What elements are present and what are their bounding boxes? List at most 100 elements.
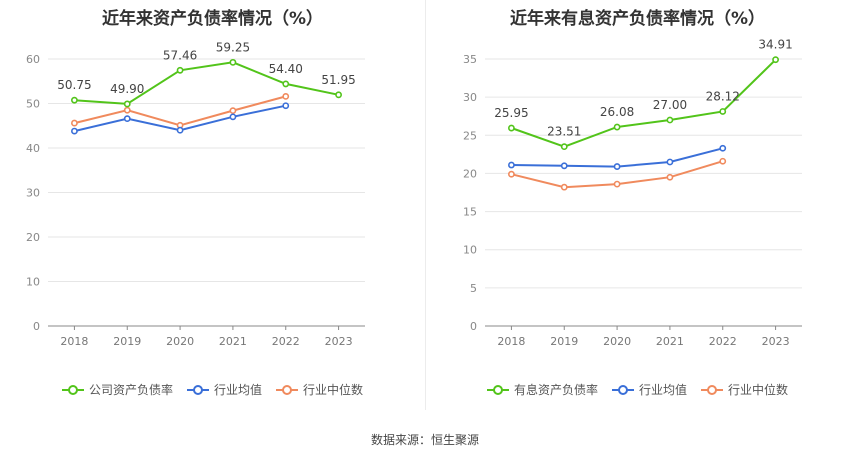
legend-marker-icon [486, 384, 509, 396]
x-tick-label: 2018 [497, 335, 525, 348]
x-tick-label: 2020 [166, 335, 194, 348]
y-tick-label: 25 [463, 129, 477, 142]
data-point[interactable] [666, 116, 674, 124]
y-tick-label: 5 [470, 282, 477, 295]
y-tick-label: 60 [26, 53, 40, 66]
legend-label: 行业均值 [213, 383, 262, 397]
data-point[interactable] [229, 107, 237, 115]
data-point[interactable] [176, 66, 184, 74]
data-point[interactable] [282, 102, 290, 110]
data-point[interactable] [719, 108, 727, 115]
x-tick-label: 2023 [762, 335, 790, 348]
y-tick-label: 40 [26, 142, 40, 155]
legend-label: 有息资产负债率 [513, 383, 598, 397]
data-point[interactable] [229, 58, 237, 66]
data-label: 26.08 [600, 105, 634, 119]
y-tick-label: 50 [26, 98, 40, 111]
data-label: 51.95 [321, 73, 355, 87]
data-label: 28.12 [706, 89, 740, 103]
legend-marker-icon [61, 384, 84, 396]
chart-title-debt-ratio: 近年来资产负债率情况（%） [101, 9, 324, 29]
chart-panel-debt-ratio: 近年来资产负债率情况（%） 0 10 20 30 40 50 60 2018 2019 2020 2… [0, 0, 425, 410]
legend-item[interactable]: 公司资产负债率 [61, 381, 173, 398]
data-point[interactable] [666, 158, 674, 166]
data-point[interactable] [613, 180, 621, 188]
y-tick-label: 30 [26, 187, 40, 200]
data-label: 27.00 [653, 98, 687, 112]
y-tick-label: 20 [463, 167, 477, 180]
chart-plot-debt-ratio: 0 10 20 30 40 50 60 2018 2019 2020 2021 2022 2023 50.… [26, 40, 365, 348]
legend-marker-icon [701, 384, 723, 396]
data-point[interactable] [229, 113, 237, 121]
legend-item[interactable]: 有息资产负债率 [486, 381, 598, 398]
data-point[interactable] [508, 170, 515, 178]
legend-item[interactable]: 行业均值 [611, 381, 687, 398]
legend-label: 公司资产负债率 [88, 383, 173, 397]
legend-label: 行业中位数 [728, 383, 789, 397]
y-tick-label: 10 [26, 276, 40, 289]
legend-label: 行业中位数 [303, 383, 364, 397]
data-point[interactable] [123, 100, 131, 108]
y-tick-label: 10 [463, 244, 477, 257]
data-point[interactable] [719, 157, 727, 165]
chart-title-interest-debt-ratio: 近年来有息资产负债率情况（%） [509, 9, 766, 29]
data-point[interactable] [71, 96, 78, 104]
data-label: 23.51 [547, 125, 581, 139]
x-tick-label: 2021 [219, 335, 247, 348]
legend-item[interactable]: 行业中位数 [276, 381, 363, 398]
data-label: 50.75 [57, 78, 91, 92]
x-tick-label: 2022 [709, 335, 737, 348]
data-point[interactable] [613, 123, 621, 131]
legend-item[interactable]: 行业均值 [186, 381, 262, 398]
data-point[interactable] [560, 183, 568, 191]
data-point[interactable] [560, 162, 568, 170]
x-tick-label: 2019 [113, 335, 141, 348]
series-line [511, 58, 777, 148]
data-label: 54.40 [269, 62, 303, 76]
y-tick-label: 30 [463, 91, 477, 104]
y-tick-label: 0 [470, 320, 477, 333]
data-point[interactable] [282, 80, 290, 88]
y-tick-label: 35 [463, 53, 477, 66]
data-point[interactable] [176, 126, 184, 134]
data-point[interactable] [666, 173, 674, 181]
legend-marker-icon [186, 384, 209, 396]
x-tick-label: 2019 [550, 335, 578, 348]
panel-divider [425, 0, 426, 410]
data-point[interactable] [71, 127, 78, 135]
chart-plot-interest-debt-ratio: 0 5 10 15 20 25 30 35 2018 2019 2020 2021 2022 2023 25… [463, 38, 802, 348]
data-label: 49.90 [110, 82, 144, 96]
data-label: 59.25 [216, 40, 250, 54]
data-label: 34.91 [758, 38, 792, 52]
data-point[interactable] [282, 92, 290, 100]
x-tick-label: 2020 [603, 335, 631, 348]
data-point[interactable] [560, 143, 568, 151]
x-tick-label: 2023 [325, 335, 353, 348]
legend-debt-ratio: 公司资产负债率 行业均值 行业中位数 [0, 381, 425, 398]
legend-marker-icon [276, 384, 298, 396]
x-tick-label: 2022 [272, 335, 300, 348]
data-label: 57.46 [163, 48, 197, 62]
data-point[interactable] [508, 161, 515, 169]
data-point[interactable] [772, 56, 779, 64]
x-tick-label: 2021 [656, 335, 684, 348]
y-tick-label: 20 [26, 231, 40, 244]
chart-panel-interest-debt-ratio: 近年来有息资产负债率情况（%） 0 5 10 15 20 25 30 35 2018 2019 20… [425, 0, 850, 410]
legend-label: 行业均值 [638, 383, 687, 397]
data-point[interactable] [335, 91, 342, 99]
series-line [74, 61, 339, 105]
y-tick-label: 15 [463, 206, 477, 219]
data-point[interactable] [123, 115, 131, 123]
data-point[interactable] [719, 144, 727, 152]
data-source-note: 数据来源：恒生聚源 [370, 433, 479, 447]
series-line [74, 95, 287, 127]
data-label: 25.95 [494, 106, 528, 120]
data-point[interactable] [613, 163, 621, 170]
x-tick-label: 2018 [60, 335, 88, 348]
legend-marker-icon [611, 384, 634, 396]
data-point[interactable] [123, 106, 131, 114]
legend-interest-debt-ratio: 有息资产负债率 行业均值 行业中位数 [425, 381, 850, 398]
data-point[interactable] [71, 119, 78, 127]
data-point[interactable] [508, 124, 515, 132]
legend-item[interactable]: 行业中位数 [701, 381, 788, 398]
